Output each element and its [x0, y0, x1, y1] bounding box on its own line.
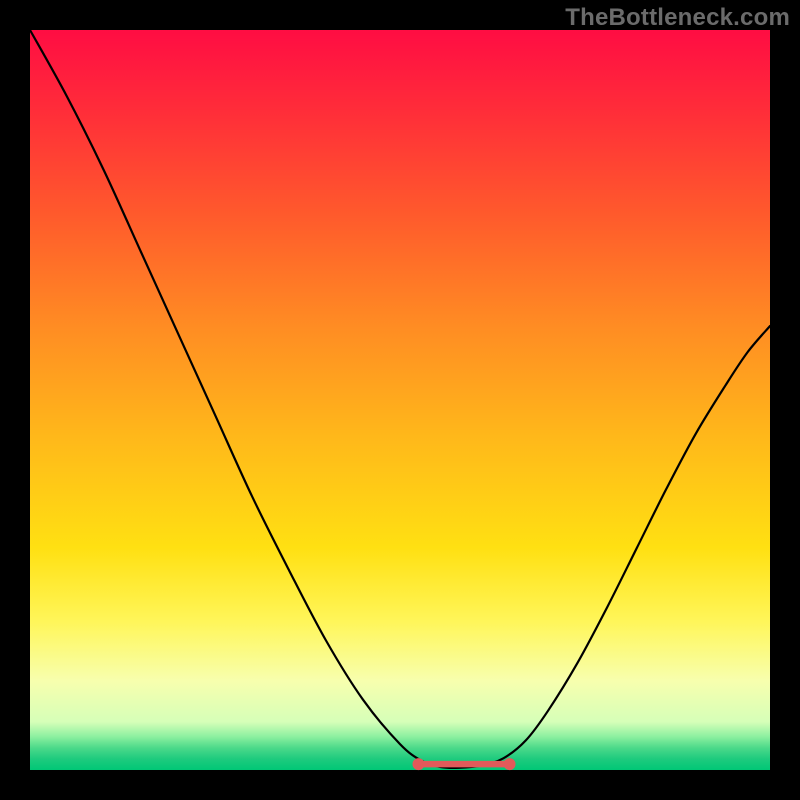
plot-background [30, 30, 770, 770]
chart-stage: TheBottleneck.com [0, 0, 800, 800]
bottleneck-chart [0, 0, 800, 800]
watermark-text: TheBottleneck.com [565, 4, 790, 32]
